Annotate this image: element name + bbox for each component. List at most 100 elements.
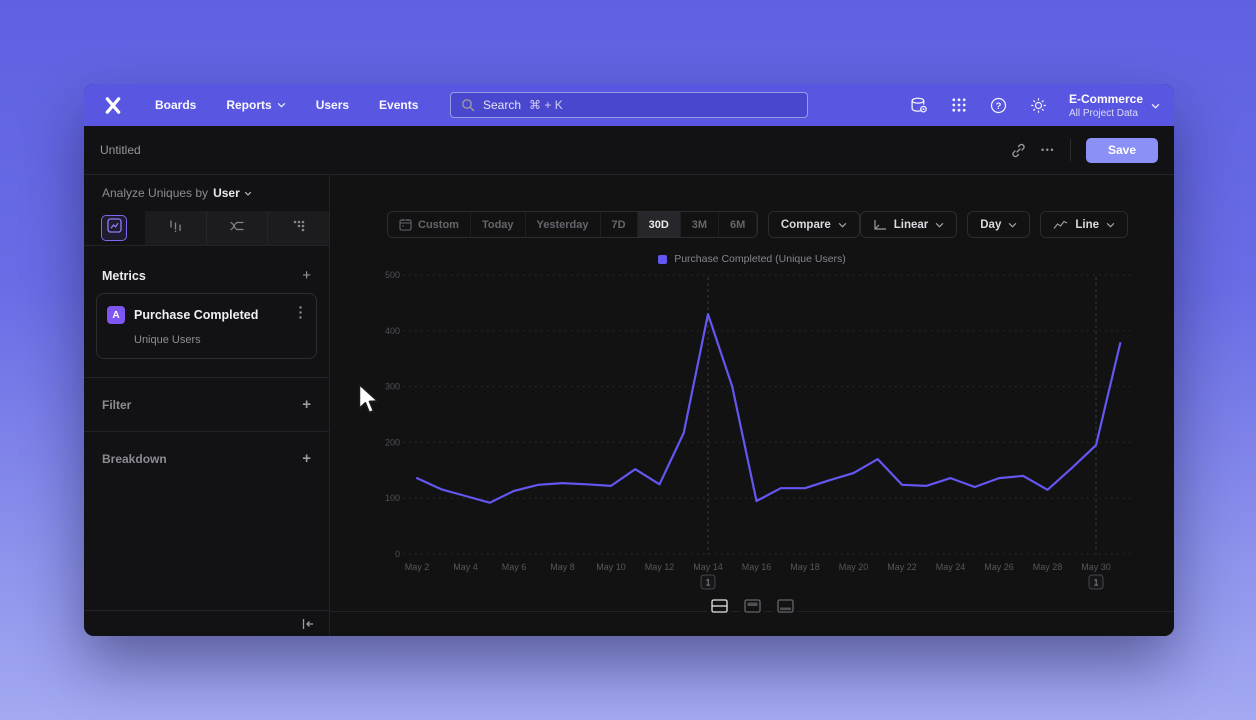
mixpanel-logo[interactable] <box>98 91 128 119</box>
x-axis-tick: May 20 <box>839 562 869 572</box>
search-icon <box>461 98 475 112</box>
divider <box>1070 139 1071 161</box>
chart-panel: CustomTodayYesterday7D30D3M6M12M Compare… <box>330 175 1174 636</box>
tab-insights[interactable] <box>84 211 145 245</box>
breakdown-label: Breakdown <box>102 451 167 466</box>
query-sidebar: Analyze Uniques by User Metrics + A Purc… <box>84 175 330 636</box>
analyze-entity-dropdown[interactable]: User <box>213 186 252 200</box>
project-name: E-Commerce <box>1068 91 1143 106</box>
more-options-button[interactable]: ••• <box>1041 145 1055 155</box>
range-today[interactable]: Today <box>469 212 525 237</box>
line-chart[interactable]: 0 100 200 300 400 500 May 2 May 4 May 6 May 8 May … <box>385 269 1140 593</box>
chart-toolbar: CustomTodayYesterday7D30D3M6M12M Compare… <box>387 211 1128 238</box>
x-axis-tick: May 12 <box>645 562 675 572</box>
y-axis-tick: 100 <box>385 493 400 503</box>
tab-funnels[interactable] <box>144 211 206 245</box>
primary-nav: Boards Reports Users Events <box>140 84 433 126</box>
nav-item-users[interactable]: Users <box>315 98 350 112</box>
report-title[interactable]: Untitled <box>100 143 141 157</box>
chevron-down-icon <box>935 222 944 228</box>
metric-name: Purchase Completed <box>134 308 259 322</box>
metric-measurement[interactable]: Unique Users <box>134 334 201 346</box>
date-range-group: CustomTodayYesterday7D30D3M6M12M <box>387 211 758 238</box>
x-axis-tick: May 2 <box>405 562 430 572</box>
settings-gear-icon[interactable] <box>1024 90 1054 120</box>
range-7d[interactable]: 7D <box>599 212 637 237</box>
line-chart-icon <box>1053 219 1068 230</box>
chevron-down-icon <box>1106 222 1115 228</box>
tab-flows[interactable] <box>205 211 268 245</box>
insights-icon <box>107 218 122 238</box>
x-axis-tick: May 28 <box>1033 562 1063 572</box>
add-metric-button[interactable]: + <box>302 267 311 284</box>
chevron-down-icon <box>1151 96 1160 114</box>
nav-item-events[interactable]: Events <box>379 98 419 112</box>
x-axis-tick: May 26 <box>984 562 1014 572</box>
y-axis-tick: 400 <box>385 326 400 336</box>
x-axis-tick: May 14 <box>693 562 723 572</box>
metric-card[interactable]: A Purchase Completed Unique Users <box>96 293 317 359</box>
annotation-badge-label: 1 <box>705 578 710 588</box>
metric-options-icon[interactable] <box>295 304 306 326</box>
collapse-sidebar-icon[interactable] <box>301 618 315 630</box>
range-yesterday[interactable]: Yesterday <box>524 212 600 237</box>
chevron-down-icon <box>244 191 251 196</box>
y-axis-tick: 300 <box>385 382 400 392</box>
data-management-icon[interactable] <box>904 90 934 120</box>
save-button[interactable]: Save <box>1086 137 1158 163</box>
apps-grid-icon[interactable] <box>944 90 974 120</box>
tab-retention[interactable] <box>267 211 329 245</box>
range-custom[interactable]: Custom <box>388 212 470 237</box>
x-axis-tick: May 4 <box>453 562 478 572</box>
toggle-table-view[interactable] <box>773 595 797 617</box>
top-navbar: Boards Reports Users Events Search ⌘ + K <box>84 84 1174 126</box>
compare-button[interactable]: Compare <box>767 211 860 238</box>
toggle-chart-only-view[interactable] <box>740 595 764 617</box>
help-icon[interactable]: ? <box>984 90 1014 120</box>
chart-style-dropdown[interactable]: Line <box>1040 211 1128 238</box>
metrics-header: Metrics + <box>84 268 329 283</box>
report-body: Analyze Uniques by User Metrics + A Purc… <box>84 174 1174 636</box>
view-layout-toggles <box>330 595 1174 617</box>
flows-icon <box>229 219 245 238</box>
chart-legend[interactable]: Purchase Completed (Unique Users) <box>330 253 1174 265</box>
add-breakdown-button[interactable]: + <box>302 450 311 467</box>
legend-label: Purchase Completed (Unique Users) <box>674 253 846 265</box>
legend-swatch <box>658 254 668 264</box>
add-filter-button[interactable]: + <box>302 396 311 413</box>
x-axis-tick: May 30 <box>1081 562 1111 572</box>
annotation-badge[interactable] <box>1088 574 1104 590</box>
toggle-split-view[interactable] <box>707 595 731 617</box>
range-12m[interactable]: 12M <box>756 212 757 237</box>
breakdown-section: Breakdown + <box>84 431 329 485</box>
annotation-badge[interactable] <box>700 574 716 590</box>
range-3m[interactable]: 3M <box>679 212 718 237</box>
range-30d[interactable]: 30D <box>636 212 680 237</box>
calendar-icon <box>399 219 412 231</box>
x-axis-tick: May 24 <box>936 562 966 572</box>
share-link-icon[interactable] <box>1011 143 1026 158</box>
project-switcher[interactable]: E-Commerce All Project Data <box>1069 92 1160 119</box>
x-axis-tick: May 18 <box>790 562 820 572</box>
interval-dropdown[interactable]: Day <box>967 211 1031 238</box>
report-titlebar: Untitled ••• Save <box>84 126 1174 174</box>
x-axis-tick: May 6 <box>502 562 527 572</box>
x-axis-tick: May 16 <box>742 562 772 572</box>
nav-item-reports[interactable]: Reports <box>211 84 300 126</box>
scale-dropdown[interactable]: Linear <box>859 211 958 238</box>
search-input[interactable]: Search ⌘ + K <box>450 92 808 118</box>
search-shortcut: ⌘ + K <box>529 98 563 112</box>
retention-icon <box>292 219 306 238</box>
y-axis-tick: 0 <box>395 549 400 559</box>
chevron-down-icon <box>838 222 847 228</box>
series-line[interactable] <box>415 312 1122 504</box>
metrics-label: Metrics <box>102 268 146 283</box>
nav-item-boards[interactable]: Boards <box>155 98 197 112</box>
svg-text:?: ? <box>996 100 1002 111</box>
chevron-down-icon <box>277 102 286 108</box>
range-6m[interactable]: 6M <box>718 212 756 237</box>
navbar-right: ? E-Commerce All Project Data <box>901 90 1160 120</box>
title-actions: ••• Save <box>1011 137 1158 163</box>
report-type-tabs <box>84 211 329 246</box>
